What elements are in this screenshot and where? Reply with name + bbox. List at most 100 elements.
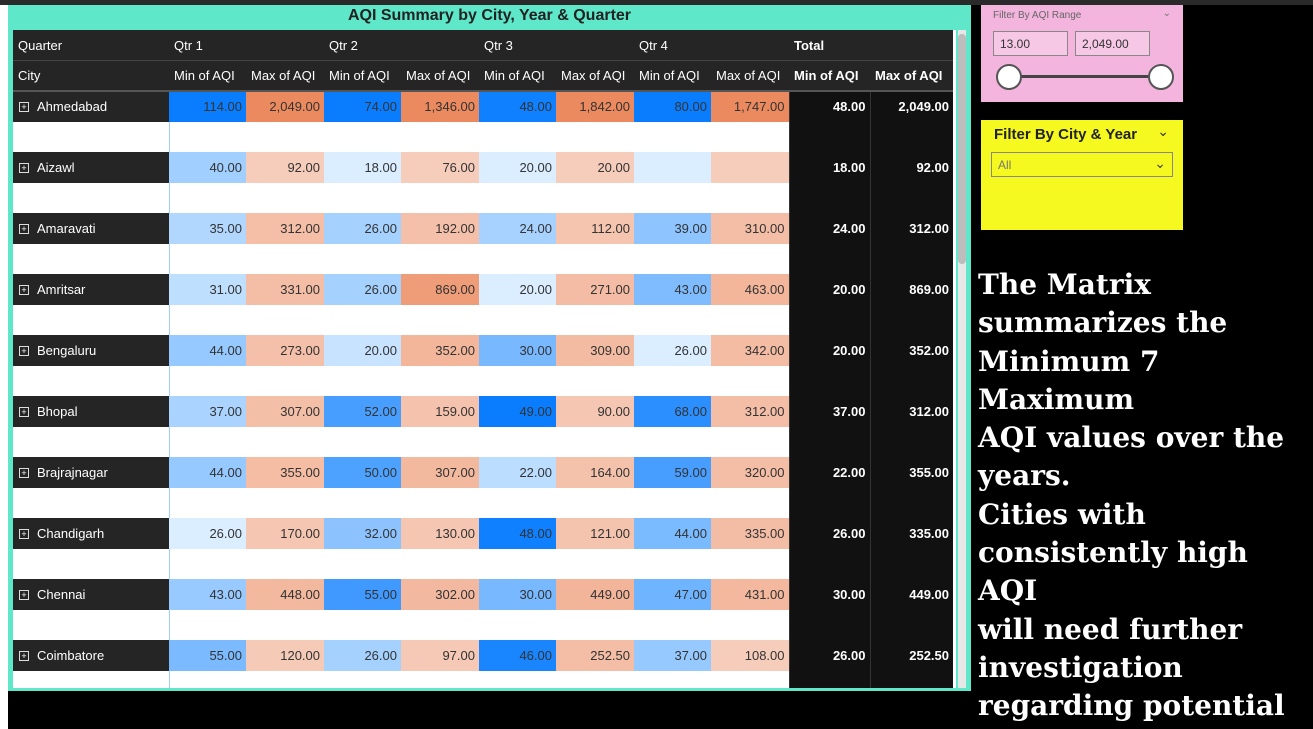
aqi-range-low-input[interactable]: 13.00 [993, 31, 1068, 56]
min-aqi-cell[interactable]: 52.00 [324, 396, 401, 427]
min-aqi-cell[interactable]: 48.00 [479, 91, 556, 122]
expand-icon[interactable]: + [19, 589, 29, 600]
matrix-visual[interactable]: AQI Summary by City, Year & Quarter Quar… [8, 5, 971, 691]
total-min-cell[interactable]: 24.00 [788, 213, 870, 244]
total-max-cell[interactable]: 312.00 [869, 213, 953, 244]
total-min-cell[interactable]: 37.00 [788, 396, 870, 427]
min-aqi-cell[interactable]: 46.00 [479, 640, 556, 671]
row-city[interactable]: + Bengaluru [13, 335, 169, 366]
min-aqi-cell[interactable]: 37.00 [169, 396, 246, 427]
total-max-cell[interactable]: 352.00 [869, 335, 953, 366]
max-aqi-cell[interactable]: 1,842.00 [556, 91, 634, 122]
total-min-cell[interactable]: 26.00 [788, 640, 870, 671]
min-aqi-cell[interactable]: 31.00 [169, 274, 246, 305]
expand-icon[interactable]: + [19, 223, 29, 234]
table-row[interactable]: + Aizawl 40.00 92.00 18.00 76.00 20.00 20.00 18.… [13, 152, 953, 183]
min-aqi-cell[interactable]: 32.00 [324, 518, 401, 549]
min-aqi-cell[interactable]: 37.00 [634, 640, 711, 671]
total-min-cell[interactable]: 22.00 [788, 457, 870, 488]
scrollbar-thumb[interactable] [958, 34, 966, 264]
max-aqi-cell[interactable]: 192.00 [401, 213, 479, 244]
min-aqi-cell[interactable]: 74.00 [324, 91, 401, 122]
expand-icon[interactable]: + [19, 650, 29, 661]
expand-icon[interactable]: + [19, 406, 29, 417]
min-aqi-cell[interactable]: 43.00 [169, 579, 246, 610]
max-aqi-cell[interactable]: 97.00 [401, 640, 479, 671]
max-aqi-cell[interactable]: 310.00 [711, 213, 789, 244]
aqi-range-high-handle[interactable] [1148, 64, 1174, 90]
row-city[interactable]: + Amaravati [13, 213, 169, 244]
expand-icon[interactable]: + [19, 467, 29, 478]
header-city-label[interactable]: City [13, 60, 169, 92]
min-aqi-cell[interactable]: 44.00 [169, 457, 246, 488]
max-aqi-cell[interactable]: 112.00 [556, 213, 634, 244]
expand-icon[interactable]: + [19, 102, 29, 113]
total-min-cell[interactable]: 18.00 [788, 152, 870, 183]
max-aqi-cell[interactable]: 159.00 [401, 396, 479, 427]
min-aqi-cell[interactable]: 20.00 [479, 152, 556, 183]
max-aqi-cell[interactable]: 76.00 [401, 152, 479, 183]
header-qtr4[interactable]: Qtr 4 [634, 30, 789, 61]
min-aqi-cell[interactable]: 59.00 [634, 457, 711, 488]
max-aqi-cell[interactable]: 20.00 [556, 152, 634, 183]
min-aqi-cell[interactable]: 22.00 [479, 457, 556, 488]
max-aqi-cell[interactable]: 164.00 [556, 457, 634, 488]
table-row[interactable]: + Ahmedabad 114.00 2,049.00 74.00 1,346.00 48.… [13, 91, 953, 122]
row-city[interactable]: + Brajrajnagar [13, 457, 169, 488]
max-aqi-cell[interactable]: 320.00 [711, 457, 789, 488]
total-max-cell[interactable]: 252.50 [869, 640, 953, 671]
min-aqi-cell[interactable]: 43.00 [634, 274, 711, 305]
header-qtr3[interactable]: Qtr 3 [479, 30, 634, 61]
min-aqi-cell[interactable]: 18.00 [324, 152, 401, 183]
total-min-cell[interactable]: 48.00 [788, 91, 870, 122]
table-row[interactable]: + Bhopal 37.00 307.00 52.00 159.00 49.00 90.00 6… [13, 396, 953, 427]
row-city[interactable]: + Coimbatore [13, 640, 169, 671]
min-aqi-cell[interactable]: 26.00 [324, 640, 401, 671]
min-aqi-cell[interactable]: 50.00 [324, 457, 401, 488]
table-row[interactable]: + Amritsar 31.00 331.00 26.00 869.00 20.00 271.… [13, 274, 953, 305]
max-aqi-cell[interactable]: 431.00 [711, 579, 789, 610]
chevron-down-icon[interactable]: ⌄ [1162, 8, 1171, 19]
row-city[interactable]: + Bhopal [13, 396, 169, 427]
total-min-cell[interactable]: 20.00 [788, 274, 870, 305]
min-aqi-cell[interactable]: 26.00 [324, 213, 401, 244]
header-max[interactable]: Max of AQI [401, 60, 479, 92]
min-aqi-cell[interactable]: 49.00 [479, 396, 556, 427]
aqi-range-low-handle[interactable] [996, 64, 1022, 90]
header-min[interactable]: Min of AQI [324, 60, 401, 92]
expand-icon[interactable]: + [19, 162, 29, 173]
max-aqi-cell[interactable]: 335.00 [711, 518, 789, 549]
total-max-cell[interactable]: 335.00 [869, 518, 953, 549]
min-aqi-cell[interactable]: 26.00 [324, 274, 401, 305]
expand-icon[interactable]: + [19, 528, 29, 539]
max-aqi-cell[interactable]: 302.00 [401, 579, 479, 610]
header-max[interactable]: Max of AQI [556, 60, 634, 92]
row-city[interactable]: + Chandigarh [13, 518, 169, 549]
header-qtr1[interactable]: Qtr 1 [169, 30, 324, 61]
min-aqi-cell[interactable]: 39.00 [634, 213, 711, 244]
row-city[interactable]: + Chennai [13, 579, 169, 610]
total-max-cell[interactable]: 312.00 [869, 396, 953, 427]
city-year-dropdown[interactable]: All ⌄ [991, 152, 1173, 177]
row-city[interactable]: + Ahmedabad [13, 91, 169, 122]
expand-icon[interactable]: + [19, 345, 29, 356]
total-max-cell[interactable]: 869.00 [869, 274, 953, 305]
max-aqi-cell[interactable] [711, 152, 789, 183]
max-aqi-cell[interactable]: 252.50 [556, 640, 634, 671]
aqi-range-high-input[interactable]: 2,049.00 [1075, 31, 1150, 56]
header-total-min[interactable]: Min of AQI [789, 60, 870, 92]
max-aqi-cell[interactable]: 90.00 [556, 396, 634, 427]
expand-icon[interactable]: + [19, 284, 29, 295]
min-aqi-cell[interactable]: 44.00 [634, 518, 711, 549]
max-aqi-cell[interactable]: 130.00 [401, 518, 479, 549]
total-max-cell[interactable]: 449.00 [869, 579, 953, 610]
min-aqi-cell[interactable]: 26.00 [169, 518, 246, 549]
max-aqi-cell[interactable]: 312.00 [711, 396, 789, 427]
header-total[interactable]: Total [789, 30, 953, 61]
max-aqi-cell[interactable]: 92.00 [246, 152, 324, 183]
max-aqi-cell[interactable]: 352.00 [401, 335, 479, 366]
max-aqi-cell[interactable]: 2,049.00 [246, 91, 324, 122]
min-aqi-cell[interactable]: 35.00 [169, 213, 246, 244]
max-aqi-cell[interactable]: 342.00 [711, 335, 789, 366]
min-aqi-cell[interactable]: 20.00 [479, 274, 556, 305]
